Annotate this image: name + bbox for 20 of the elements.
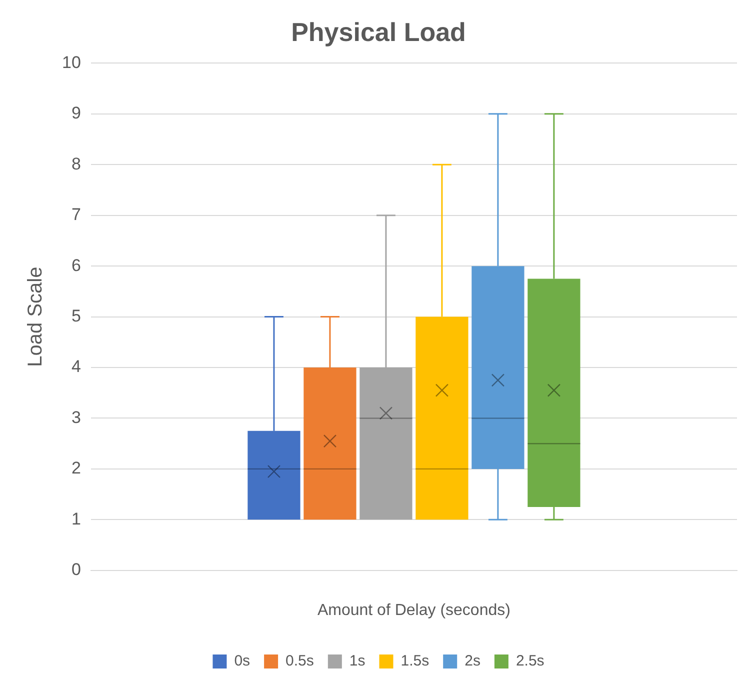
y-tick-label: 8: [71, 154, 81, 174]
y-tick-label: 9: [71, 104, 81, 123]
chart-title: Physical Load: [291, 16, 466, 47]
legend-label: 1.5s: [400, 652, 430, 670]
y-tick-label: 2: [71, 458, 81, 478]
y-tick-label: 0: [71, 560, 81, 580]
y-tick-label: 1: [71, 509, 81, 528]
legend-label: 0s: [234, 652, 250, 670]
y-tick-label: 7: [71, 205, 81, 224]
y-tick-label: 3: [71, 408, 81, 427]
legend-label: 0.5s: [286, 652, 314, 670]
y-tick-label: 4: [71, 357, 81, 376]
legend-label: 1s: [349, 652, 366, 670]
y-axis-title: Load Scale: [24, 266, 47, 367]
x-axis-title: Amount of Delay (seconds): [317, 602, 510, 619]
y-tick-label: 6: [71, 256, 81, 275]
legend-label: 2.5s: [516, 652, 544, 670]
y-tick-label: 5: [71, 306, 81, 326]
legend-label: 2s: [464, 652, 480, 670]
y-tick-label: 10: [62, 52, 81, 72]
